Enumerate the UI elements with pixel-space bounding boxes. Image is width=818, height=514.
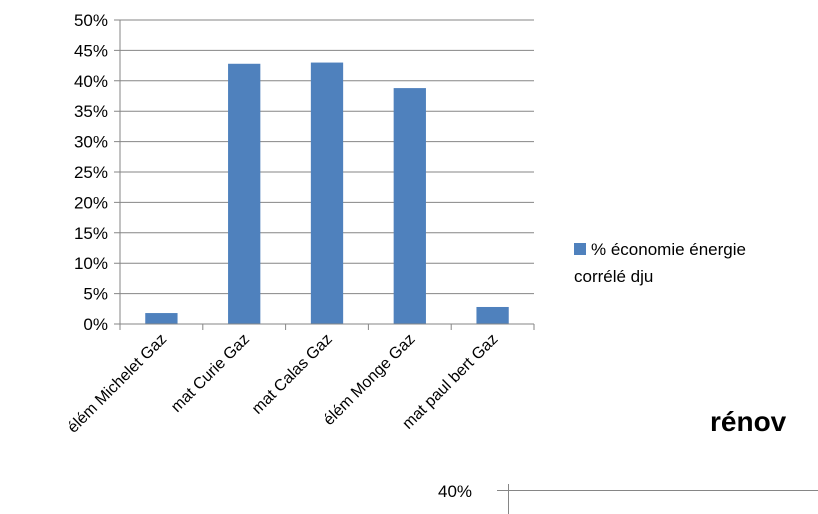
x-tick-label: mat Curie Gaz <box>168 331 253 416</box>
second-chart-y-axis <box>508 484 509 514</box>
y-tick-label: 40% <box>74 72 108 91</box>
bar <box>310 62 344 325</box>
bar <box>145 313 178 324</box>
y-tick-label: 5% <box>83 285 108 304</box>
y-tick-label: 15% <box>74 224 108 243</box>
bar <box>476 306 509 324</box>
axes <box>119 20 535 330</box>
bar <box>393 88 426 324</box>
x-tick-label: élém Monge Gaz <box>320 331 418 429</box>
legend-swatch <box>574 243 586 255</box>
second-chart-title: rénov <box>710 406 787 437</box>
bars <box>145 62 509 325</box>
y-tick-label: 10% <box>74 254 108 273</box>
y-tick-label: 25% <box>74 163 108 182</box>
legend: % économie énergie corrélé dju <box>574 236 818 290</box>
bar <box>228 63 261 324</box>
second-chart-y-tick-label: 40% <box>438 482 473 501</box>
second-chart-gridline <box>497 490 818 491</box>
y-tick-label: 20% <box>74 193 108 212</box>
x-tick-label: élém Michelet Gaz <box>65 331 171 437</box>
x-tick-label: mat Calas Gaz <box>249 331 336 418</box>
y-tick-labels: 0% 5% 10% 15% 20% 25% 30% 35% 40% 45% 50% <box>74 11 108 334</box>
y-tick-label: 0% <box>83 315 108 334</box>
y-tick-label: 45% <box>74 41 108 60</box>
y-tick-label: 50% <box>74 11 108 30</box>
y-tick-label: 35% <box>74 102 108 121</box>
legend-label: % économie énergie corrélé dju <box>574 240 746 286</box>
y-tick-label: 30% <box>74 133 108 152</box>
